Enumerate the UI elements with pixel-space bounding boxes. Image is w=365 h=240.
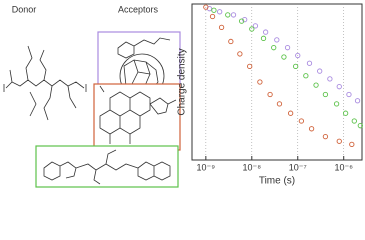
data-point (203, 4, 209, 10)
data-point (287, 110, 294, 116)
plot-frame (191, 3, 363, 161)
x-tick-label: 10⁻⁸ (243, 162, 262, 172)
small-molecule (43, 149, 171, 185)
data-point (247, 63, 253, 70)
data-point (354, 98, 361, 104)
data-point (217, 9, 223, 15)
data-point (349, 141, 355, 148)
data-point (322, 91, 329, 98)
page: {"donor_label": "Donor", "acceptors_labe… (3, 3, 363, 188)
data-point (209, 13, 216, 20)
data-point (303, 73, 309, 79)
data-point (336, 84, 342, 90)
data-point (252, 23, 259, 29)
data-point (346, 91, 352, 98)
x-tick-label: 10⁻⁶ (334, 162, 353, 172)
data-point (238, 18, 245, 24)
x-tick-label: 10⁻⁹ (197, 162, 216, 172)
data-point (292, 63, 299, 70)
data-point (322, 133, 329, 140)
data-point (284, 45, 291, 51)
data-point (351, 118, 357, 124)
data-point (225, 12, 231, 18)
data-point (306, 60, 313, 66)
acceptors-label: Acceptors (118, 4, 159, 14)
data-point (230, 12, 237, 18)
data-point (242, 16, 248, 23)
data-point (295, 52, 301, 59)
perylene-molecule (99, 85, 177, 144)
data-point (249, 26, 255, 32)
data-point (342, 110, 349, 116)
data-point (308, 126, 315, 132)
x-tick-label: 10⁻⁷ (289, 162, 307, 172)
data-point (218, 24, 225, 31)
data-point (276, 101, 283, 107)
data-point (357, 123, 363, 129)
data-point (327, 76, 333, 82)
data-point (333, 101, 340, 107)
data-point (260, 35, 267, 41)
x-axis-label: Time (s) (259, 176, 295, 187)
data-point (257, 79, 263, 85)
data-point (262, 29, 269, 35)
donor-label: Donor (12, 4, 37, 14)
data-point (317, 68, 323, 74)
data-point (274, 37, 280, 43)
perylene-box (93, 83, 181, 151)
data-point (267, 91, 273, 98)
data-point (211, 7, 217, 13)
data-point (281, 54, 287, 60)
figure: Donor Acceptors 10⁻⁹ 10⁻⁸ 10⁻⁷ 10⁻⁶ Time (s)… (3, 3, 363, 188)
small-molecule-box (35, 145, 179, 188)
data-point (271, 45, 277, 51)
y-axis-label: Charge density (177, 48, 188, 115)
data-point (336, 138, 342, 144)
data-point (298, 118, 305, 124)
donor-molecule (3, 45, 87, 121)
data-point (313, 82, 319, 88)
data-point (228, 38, 234, 45)
data-point (237, 51, 243, 57)
